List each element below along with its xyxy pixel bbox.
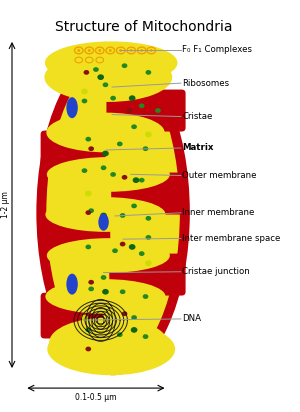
Ellipse shape (88, 286, 94, 291)
Ellipse shape (98, 49, 101, 52)
Ellipse shape (122, 175, 128, 180)
Ellipse shape (155, 108, 161, 113)
Ellipse shape (110, 172, 116, 177)
Ellipse shape (98, 74, 104, 80)
Ellipse shape (85, 191, 92, 197)
FancyBboxPatch shape (40, 293, 103, 339)
Ellipse shape (117, 332, 123, 337)
Ellipse shape (47, 323, 175, 375)
Ellipse shape (146, 70, 151, 75)
Ellipse shape (49, 318, 167, 367)
Ellipse shape (127, 108, 132, 113)
Ellipse shape (139, 178, 145, 183)
Ellipse shape (103, 82, 108, 87)
Ellipse shape (45, 41, 178, 84)
Ellipse shape (129, 244, 136, 250)
Ellipse shape (44, 52, 172, 102)
Ellipse shape (83, 70, 89, 75)
Ellipse shape (131, 327, 137, 333)
Ellipse shape (120, 213, 125, 218)
Ellipse shape (85, 137, 91, 142)
Text: Structure of Mitochondria: Structure of Mitochondria (55, 20, 233, 34)
Ellipse shape (122, 63, 128, 68)
Ellipse shape (101, 165, 106, 170)
Ellipse shape (109, 49, 112, 52)
Ellipse shape (82, 98, 87, 103)
Ellipse shape (110, 96, 116, 101)
Ellipse shape (47, 238, 170, 273)
Text: Inner membrane: Inner membrane (182, 208, 255, 217)
Ellipse shape (45, 279, 166, 314)
Ellipse shape (100, 213, 107, 218)
Ellipse shape (88, 146, 94, 151)
Ellipse shape (139, 251, 145, 256)
Ellipse shape (119, 49, 122, 52)
Ellipse shape (102, 289, 109, 295)
Ellipse shape (129, 95, 136, 101)
Ellipse shape (140, 49, 143, 52)
Ellipse shape (82, 168, 87, 173)
FancyBboxPatch shape (40, 212, 110, 258)
Ellipse shape (130, 49, 133, 52)
Ellipse shape (66, 274, 78, 295)
Ellipse shape (131, 124, 137, 129)
Ellipse shape (46, 112, 165, 152)
FancyBboxPatch shape (40, 131, 106, 176)
Ellipse shape (77, 49, 80, 52)
Ellipse shape (45, 197, 166, 232)
Ellipse shape (139, 103, 145, 108)
Ellipse shape (146, 216, 151, 221)
Text: 1-2 μm: 1-2 μm (1, 192, 10, 218)
Ellipse shape (46, 60, 180, 365)
Ellipse shape (146, 235, 151, 240)
Ellipse shape (133, 177, 139, 183)
Text: Cristae junction: Cristae junction (182, 267, 250, 276)
Ellipse shape (143, 146, 148, 151)
Ellipse shape (102, 151, 109, 156)
Text: 0.1-0.5 μm: 0.1-0.5 μm (75, 393, 117, 402)
Ellipse shape (101, 275, 106, 280)
Ellipse shape (88, 208, 94, 213)
Ellipse shape (85, 210, 91, 215)
Ellipse shape (81, 89, 88, 94)
Text: Cristae: Cristae (182, 112, 213, 121)
FancyBboxPatch shape (111, 173, 186, 215)
Ellipse shape (88, 280, 94, 285)
Ellipse shape (85, 346, 91, 351)
Ellipse shape (145, 260, 152, 266)
Ellipse shape (120, 242, 125, 246)
Ellipse shape (85, 328, 91, 332)
Text: Matrix: Matrix (182, 143, 214, 152)
Ellipse shape (66, 97, 78, 118)
Text: Inter membrane space: Inter membrane space (182, 234, 280, 243)
Ellipse shape (38, 52, 188, 374)
Ellipse shape (93, 67, 99, 72)
Ellipse shape (143, 294, 148, 299)
Ellipse shape (47, 157, 170, 192)
Ellipse shape (117, 142, 123, 146)
Text: Outer membrane: Outer membrane (182, 171, 257, 180)
Ellipse shape (122, 311, 128, 316)
FancyBboxPatch shape (106, 89, 186, 131)
Text: DNA: DNA (182, 314, 201, 323)
Ellipse shape (85, 245, 91, 249)
Ellipse shape (143, 334, 148, 339)
Ellipse shape (120, 289, 125, 294)
Ellipse shape (131, 204, 137, 208)
Ellipse shape (131, 315, 137, 320)
Ellipse shape (150, 49, 153, 52)
Ellipse shape (81, 315, 88, 321)
Ellipse shape (98, 213, 109, 231)
Ellipse shape (88, 49, 91, 52)
Text: Ribosomes: Ribosomes (182, 79, 230, 88)
Ellipse shape (145, 131, 152, 137)
Ellipse shape (112, 248, 118, 253)
FancyBboxPatch shape (109, 254, 186, 295)
Text: F₀ F₁ Complexes: F₀ F₁ Complexes (182, 45, 252, 54)
